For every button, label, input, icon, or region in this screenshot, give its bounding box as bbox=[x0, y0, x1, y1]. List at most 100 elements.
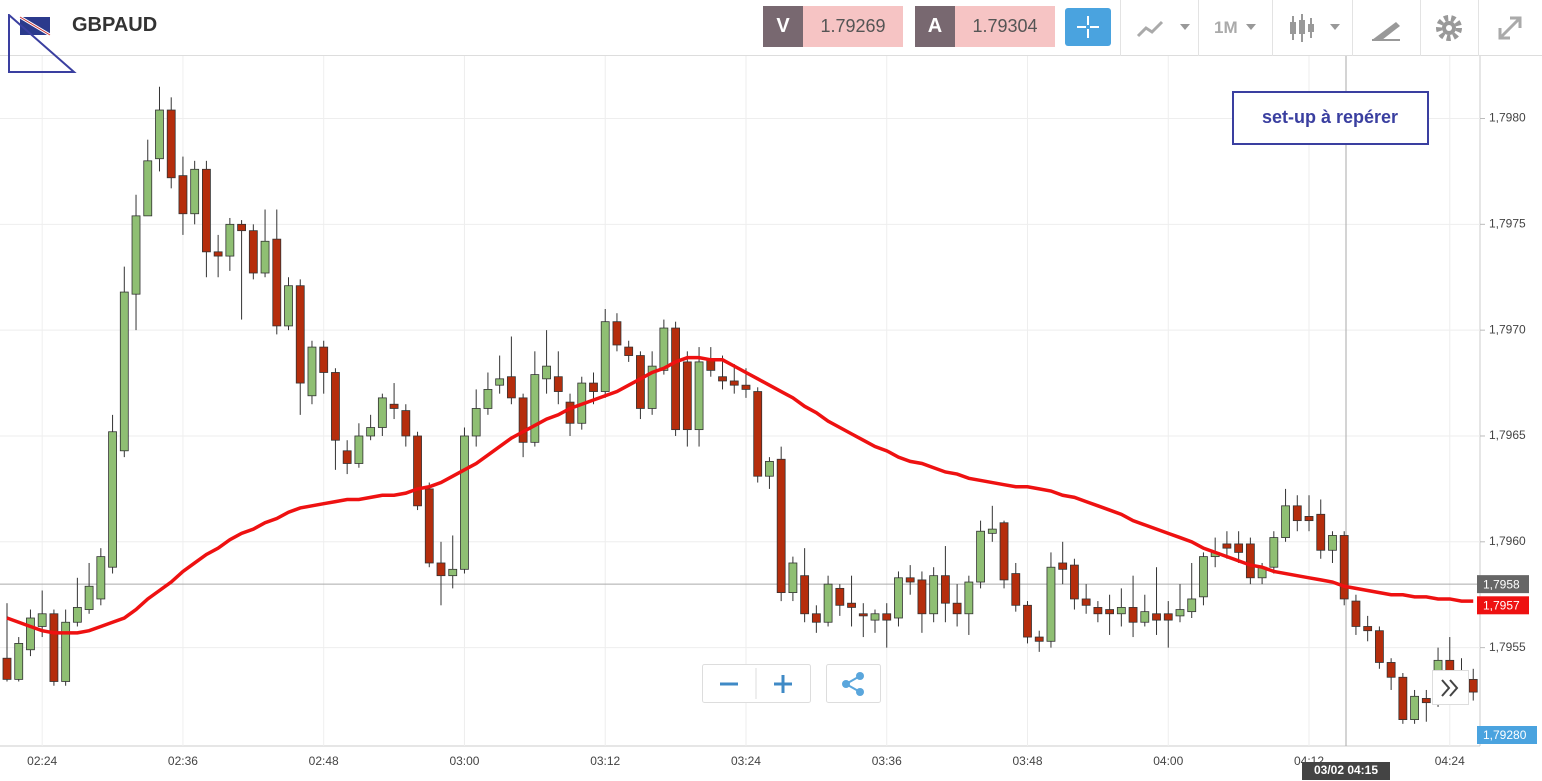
candle-body bbox=[354, 435, 364, 464]
candle-body bbox=[1081, 598, 1091, 606]
dropdown bbox=[1246, 24, 1256, 30]
candle-body bbox=[1269, 537, 1279, 568]
zoom-in[interactable] bbox=[774, 675, 792, 693]
candle-body bbox=[155, 109, 164, 160]
crosshair-button[interactable] bbox=[1065, 8, 1111, 46]
candle-body bbox=[612, 321, 622, 346]
candle-body bbox=[518, 397, 528, 443]
y-tick-label: 1,7965 bbox=[1489, 428, 1526, 442]
moving-average bbox=[6, 355, 1474, 635]
candle-body bbox=[1292, 505, 1302, 522]
candle-body bbox=[765, 460, 774, 477]
candle-body bbox=[389, 403, 399, 409]
candle-body bbox=[131, 215, 141, 295]
buy-button[interactable]: A bbox=[915, 6, 955, 47]
candle-body bbox=[929, 575, 939, 615]
candle-body bbox=[72, 607, 82, 623]
annotation: set-up à repérer bbox=[1262, 107, 1398, 127]
candle-body bbox=[1363, 626, 1373, 632]
x-tick-label: 04:00 bbox=[1153, 754, 1183, 768]
candle-body bbox=[530, 374, 540, 443]
candle-body bbox=[1163, 613, 1173, 621]
candle-body bbox=[436, 562, 446, 577]
candle-body bbox=[178, 175, 188, 215]
candle-body bbox=[460, 435, 469, 570]
candle-body bbox=[1058, 562, 1068, 570]
price-line-label-box bbox=[1477, 575, 1529, 594]
candle-body bbox=[2, 657, 12, 680]
y-tick-label: 1,7975 bbox=[1489, 216, 1526, 230]
scroll-right[interactable] bbox=[1432, 670, 1470, 706]
candle-body bbox=[917, 579, 927, 615]
candle-body bbox=[647, 365, 657, 409]
candle-body bbox=[166, 109, 176, 179]
buy-price[interactable]: 1.79304 bbox=[955, 6, 1055, 47]
candle-body bbox=[1175, 609, 1185, 617]
candle-body bbox=[1128, 607, 1138, 623]
candle-body bbox=[401, 410, 411, 437]
candle-button[interactable] bbox=[1288, 12, 1344, 44]
candle-body bbox=[589, 382, 598, 392]
candle-body bbox=[753, 391, 763, 477]
ma-label-box bbox=[1477, 596, 1529, 615]
settings-button[interactable] bbox=[1434, 13, 1464, 43]
sell-button[interactable]: V bbox=[763, 6, 803, 47]
candle-body bbox=[729, 380, 739, 386]
y-tick-label: 1,7955 bbox=[1489, 640, 1526, 654]
candle-body bbox=[143, 160, 153, 217]
candle-body bbox=[49, 613, 59, 682]
candle-body bbox=[999, 522, 1009, 581]
candle-body bbox=[565, 401, 575, 424]
candle-body bbox=[190, 168, 200, 215]
candle-body bbox=[987, 528, 997, 534]
timeframe-button[interactable]: 1M bbox=[1214, 18, 1238, 37]
candle-body bbox=[1281, 505, 1290, 538]
quote-label: 1,79280 bbox=[1483, 728, 1527, 742]
candle-body bbox=[1011, 573, 1021, 606]
candle-body bbox=[1421, 698, 1431, 704]
candle-body bbox=[307, 346, 317, 397]
candle-body bbox=[1222, 543, 1232, 549]
chart-type-button[interactable] bbox=[1136, 16, 1192, 40]
candle-body bbox=[424, 488, 434, 564]
draw-button[interactable] bbox=[1370, 14, 1402, 42]
crosshair-time: 03/02 04:15 bbox=[1314, 763, 1378, 777]
candle-body bbox=[776, 458, 786, 594]
candle-body bbox=[741, 384, 751, 390]
x-tick-label: 02:24 bbox=[27, 754, 57, 768]
candle-body bbox=[600, 321, 610, 392]
candle-body bbox=[1316, 513, 1326, 551]
price-line-label: 1,7958 bbox=[1483, 577, 1520, 591]
candle-body bbox=[624, 346, 634, 356]
candle-body bbox=[377, 397, 387, 428]
annotation-box bbox=[1232, 91, 1429, 145]
x-tick-label: 02:36 bbox=[168, 754, 198, 768]
candle-body bbox=[1245, 543, 1255, 579]
fullscreen-button[interactable] bbox=[1496, 14, 1526, 42]
candle-body bbox=[1398, 676, 1408, 721]
x-tick-label: 04:24 bbox=[1435, 754, 1465, 768]
crosshair-time-box bbox=[1302, 762, 1390, 780]
candle-body bbox=[119, 291, 129, 452]
candle-body bbox=[1410, 695, 1419, 721]
candle-body bbox=[718, 376, 727, 382]
candle-body bbox=[882, 613, 892, 621]
candle-body bbox=[237, 223, 246, 232]
quote-label-box bbox=[1477, 726, 1537, 744]
candle-body bbox=[671, 327, 681, 431]
candle-body bbox=[471, 408, 481, 437]
share-button[interactable] bbox=[826, 664, 881, 703]
candle-body bbox=[342, 450, 352, 464]
candle-body bbox=[976, 530, 985, 583]
candle-body bbox=[1374, 630, 1384, 663]
candle-body bbox=[894, 577, 903, 619]
x-tick-label: 02:48 bbox=[309, 754, 339, 768]
candle-body bbox=[331, 372, 340, 441]
candle-body bbox=[1046, 566, 1056, 642]
candle-body bbox=[1328, 535, 1337, 551]
candle-body bbox=[542, 365, 551, 380]
candle-body bbox=[1140, 611, 1150, 623]
sell-price[interactable]: 1.79269 bbox=[803, 6, 903, 47]
candle-body bbox=[1468, 678, 1478, 693]
candle-body bbox=[295, 285, 305, 384]
